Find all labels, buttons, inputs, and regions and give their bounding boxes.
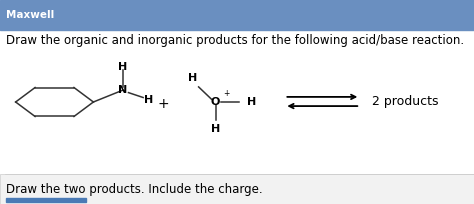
Text: O: O bbox=[211, 97, 220, 107]
Text: +: + bbox=[158, 97, 169, 111]
Text: H: H bbox=[211, 124, 220, 134]
Bar bbox=[0, 174, 474, 204]
Text: H: H bbox=[118, 62, 128, 72]
Text: +: + bbox=[223, 89, 229, 98]
Text: H: H bbox=[144, 95, 154, 105]
Text: Draw the two products. Include the charge.: Draw the two products. Include the charg… bbox=[6, 183, 262, 196]
Bar bbox=[0, 0, 474, 30]
Text: H: H bbox=[247, 97, 257, 107]
Text: Draw the organic and inorganic products for the following acid/base reaction.: Draw the organic and inorganic products … bbox=[6, 34, 464, 47]
Text: 2 products: 2 products bbox=[372, 95, 438, 108]
Text: N: N bbox=[118, 85, 128, 95]
Text: H: H bbox=[188, 73, 198, 83]
Text: Maxwell: Maxwell bbox=[6, 10, 54, 20]
Bar bbox=[6, 198, 86, 202]
Bar bbox=[0, 30, 474, 174]
